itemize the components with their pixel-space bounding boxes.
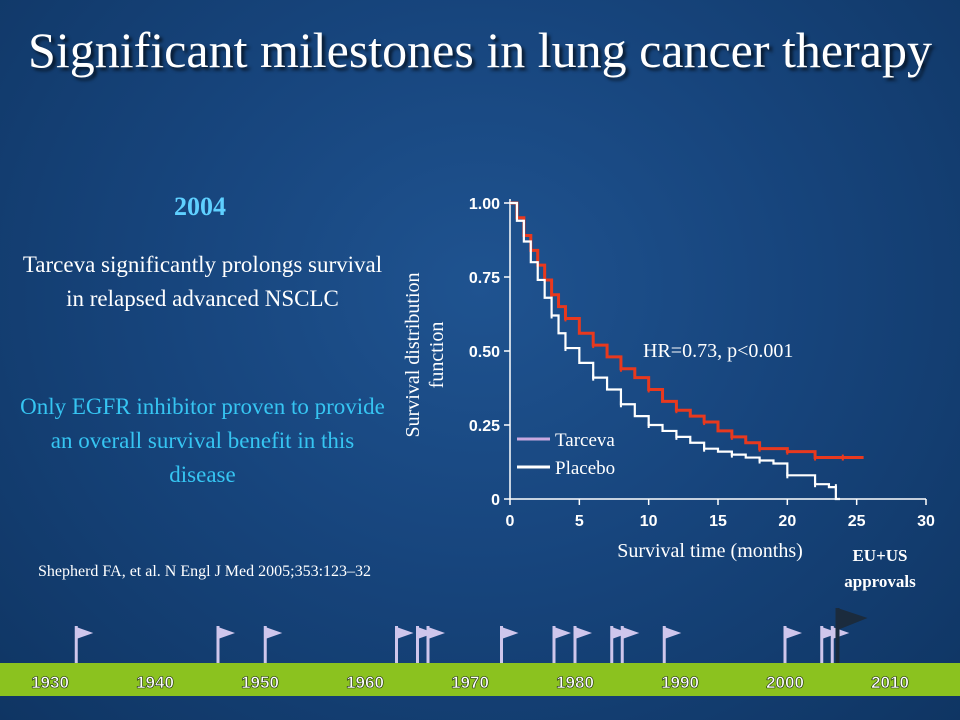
timeline-decade-label: 1960 [346, 673, 384, 692]
flag-pennant [265, 627, 283, 639]
x-tick-label: 0 [506, 513, 515, 530]
x-tick-label: 20 [778, 513, 796, 530]
tarceva-curve [510, 201, 864, 460]
milestone-flag-icon [552, 626, 571, 663]
timeline-decade-label: 1970 [451, 673, 489, 692]
milestone-flag-icon [500, 626, 519, 663]
flag-pennant [622, 627, 640, 639]
timeline-decade-label: 1930 [31, 673, 69, 692]
approval-flag-pennant [837, 608, 868, 630]
y-tick-label: 0.25 [469, 418, 500, 435]
milestone-flag-icon [263, 626, 283, 663]
milestone-flag-icon [74, 626, 94, 663]
timeline-flags [74, 608, 868, 663]
milestone-flag-icon [426, 626, 445, 663]
approval-flag-icon [835, 608, 868, 663]
milestone-flag-icon [216, 626, 235, 663]
x-tick-label: 25 [848, 513, 866, 530]
flag-pennant [554, 627, 571, 639]
milestone-flag-icon [573, 626, 592, 663]
flag-pennant [501, 627, 519, 639]
legend-label: Tarceva [555, 430, 615, 451]
y-tick-label: 0.50 [469, 344, 500, 361]
y-axis-label: Survival distribution [402, 273, 424, 438]
x-tick-label: 15 [709, 513, 727, 530]
timeline-bar [0, 663, 960, 696]
milestone-flag-icon [416, 626, 435, 663]
flag-pennant [218, 627, 235, 639]
flag-pennant [821, 627, 839, 639]
survival-chart: 0 0.25 0.50 0.75 1.00 0 5 10 15 20 25 30 Survival d… [402, 196, 935, 562]
milestone-claim: Tarceva significantly prolongs survival … [22, 252, 383, 311]
milestone-year: 2004 [174, 192, 226, 221]
flag-pennant [76, 627, 94, 639]
flag-pennant [396, 627, 414, 639]
flag-pennant [417, 627, 435, 639]
approvals-line2: approvals [844, 572, 916, 591]
flag-pennant [575, 627, 592, 639]
y-tick-label: 1.00 [469, 196, 500, 213]
flag-pennant [832, 627, 850, 639]
y-tick-label: 0.75 [469, 270, 500, 287]
milestone-flag-icon [395, 626, 414, 663]
timeline-decade-label: 2000 [766, 673, 804, 692]
milestone-flag-icon [610, 626, 629, 663]
timeline-decade-label: 1940 [136, 673, 174, 692]
timeline-decade-label: 1980 [556, 673, 594, 692]
y-tick-label: 0 [491, 492, 500, 509]
x-tick-label: 30 [917, 513, 935, 530]
milestone-flag-icon [662, 626, 682, 663]
timeline-decade-label: 1990 [661, 673, 699, 692]
slide-title: Significant milestones in lung cancer th… [28, 22, 932, 78]
milestone-flag-icon [783, 626, 802, 663]
milestone-highlight: Only EGFR inhibitor proven to provide an… [20, 394, 385, 487]
chart-legend: Tarceva Placebo [517, 430, 615, 479]
citation: Shepherd FA, et al. N Engl J Med 2005;35… [38, 563, 372, 580]
timeline-decade-labels: 1930 1940 1950 1960 1970 1980 1990 2000 2010 [31, 673, 909, 693]
x-axis-label: Survival time (months) [617, 540, 803, 562]
flag-pennant [611, 627, 629, 639]
flag-pennant [664, 627, 682, 639]
chart-series [510, 201, 864, 501]
x-tick-label: 5 [575, 513, 584, 530]
flag-pennant [785, 627, 802, 639]
y-axis-label-line2: function [426, 322, 448, 389]
timeline-decade-label: 2010 [871, 673, 909, 692]
timeline-decade-label: 1950 [241, 673, 279, 692]
hazard-ratio-annotation: HR=0.73, p<0.001 [643, 340, 793, 362]
milestone-flag-icon [820, 626, 839, 663]
approvals-line1: EU+US [852, 546, 908, 565]
legend-label: Placebo [555, 458, 615, 479]
x-tick-label: 10 [640, 513, 658, 530]
milestone-flag-icon [620, 626, 640, 663]
approvals-label: EU+US approvals [820, 543, 940, 595]
chart-axes: 0 0.25 0.50 0.75 1.00 0 5 10 15 20 25 30 [469, 196, 935, 530]
milestone-flag-icon [830, 626, 850, 663]
flag-pennant [428, 627, 445, 639]
milestone-timeline: 1930 1940 1950 1960 1970 1980 1990 2000 2010 [0, 608, 960, 696]
